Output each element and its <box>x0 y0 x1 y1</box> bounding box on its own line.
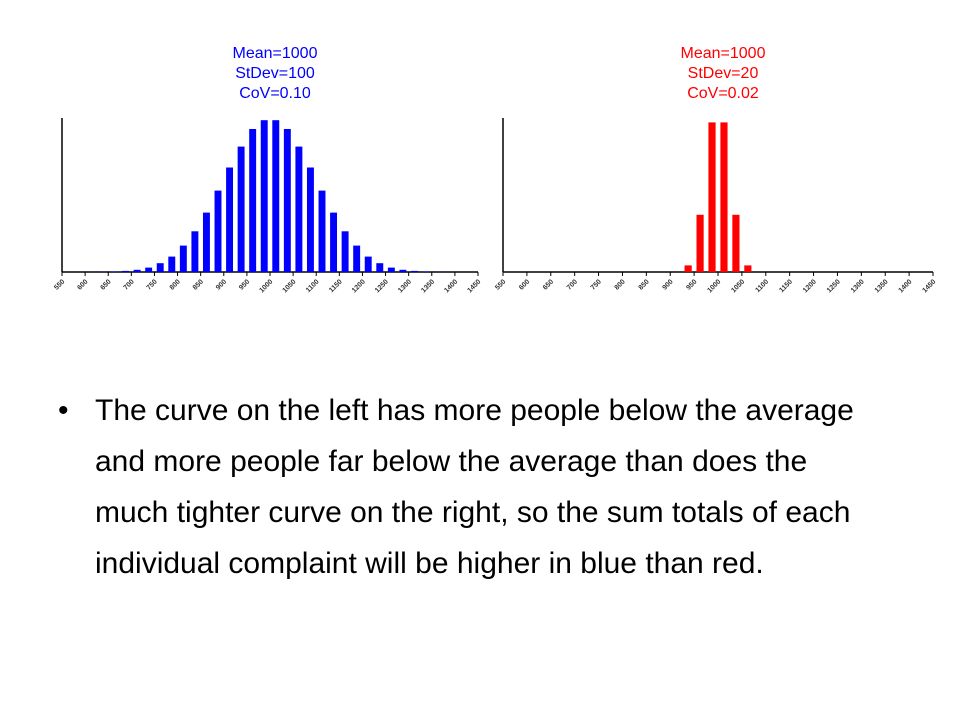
annotation: CoV=0.02 <box>687 85 759 102</box>
x-tick-label: 1300 <box>850 278 866 294</box>
x-tick-label: 600 <box>76 278 89 291</box>
x-tick-label: 800 <box>614 278 627 291</box>
bar <box>237 146 245 272</box>
x-tick-label: 1450 <box>921 278 937 294</box>
bar <box>272 120 280 272</box>
bar <box>156 263 164 272</box>
x-tick-label: 700 <box>123 278 136 291</box>
bar <box>330 212 338 272</box>
bar <box>202 212 210 272</box>
x-tick-label: 900 <box>215 278 228 291</box>
bar <box>168 256 176 272</box>
annotation: StDev=20 <box>688 65 759 82</box>
x-tick-label: 550 <box>494 278 507 291</box>
x-tick-label: 1100 <box>755 278 771 294</box>
x-tick-label: 600 <box>518 278 531 291</box>
bar <box>410 270 418 272</box>
bar <box>122 270 130 272</box>
x-tick-label: 800 <box>169 278 182 291</box>
x-tick-label: 1100 <box>305 278 321 294</box>
bar <box>283 129 291 272</box>
x-tick-label: 1050 <box>282 278 298 294</box>
bar <box>387 267 395 272</box>
bar <box>744 265 752 272</box>
x-tick-label: 650 <box>542 278 555 291</box>
x-tick-label: 1350 <box>874 278 890 294</box>
bar <box>696 214 704 272</box>
bullet-text: The curve on the left has more people be… <box>95 394 854 580</box>
x-tick-label: 1250 <box>374 278 390 294</box>
bar <box>353 245 361 272</box>
bar <box>133 269 141 272</box>
x-tick-label: 750 <box>590 278 603 291</box>
bar <box>732 214 740 272</box>
x-tick-label: 1150 <box>328 278 344 294</box>
x-tick-label: 1250 <box>826 278 842 294</box>
x-tick-label: 750 <box>146 278 159 291</box>
x-tick-label: 1350 <box>420 278 436 294</box>
bar <box>306 167 314 272</box>
bar <box>720 122 728 273</box>
bar <box>684 265 692 272</box>
bar <box>110 271 118 272</box>
bar <box>708 122 716 273</box>
annotation: Mean=1000 <box>233 45 318 62</box>
annotation: CoV=0.10 <box>239 85 311 102</box>
charts: Mean=1000 StDev=100 CoV=0.10 550 600 650 700 75… <box>53 45 937 294</box>
x-tick-label: 850 <box>192 278 205 291</box>
bar <box>422 271 430 272</box>
bar <box>341 231 349 272</box>
x-tick-label: 1050 <box>730 278 746 294</box>
bar <box>295 146 303 272</box>
bar <box>214 190 222 272</box>
x-tick-label: 1000 <box>258 278 274 294</box>
x-tick-label: 1400 <box>443 278 459 294</box>
bar <box>376 263 384 272</box>
bar <box>145 267 153 272</box>
bullet-dot: • <box>58 394 69 427</box>
annotation: Mean=1000 <box>681 45 766 62</box>
x-tick-label: 1400 <box>898 278 914 294</box>
x-tick-label: 900 <box>661 278 674 291</box>
bar <box>249 129 257 272</box>
bar <box>399 269 407 272</box>
x-tick-label: 1450 <box>466 278 482 294</box>
annotation: StDev=100 <box>235 65 315 82</box>
bar <box>191 231 199 272</box>
x-tick-label: 1150 <box>778 278 794 294</box>
x-tick-label: 1200 <box>802 278 818 294</box>
x-tick-label: 950 <box>685 278 698 291</box>
bar <box>364 256 372 272</box>
x-tick-label: 950 <box>238 278 251 291</box>
bar <box>179 245 187 272</box>
x-tick-label: 650 <box>99 278 112 291</box>
bar <box>260 120 268 272</box>
x-tick-label: 1000 <box>706 278 722 294</box>
x-tick-label: 700 <box>566 278 579 291</box>
bar <box>318 190 326 272</box>
x-tick-label: 1300 <box>397 278 413 294</box>
x-tick-label: 850 <box>638 278 651 291</box>
x-tick-label: 550 <box>53 278 66 291</box>
bar <box>226 167 234 272</box>
x-tick-label: 1200 <box>351 278 367 294</box>
